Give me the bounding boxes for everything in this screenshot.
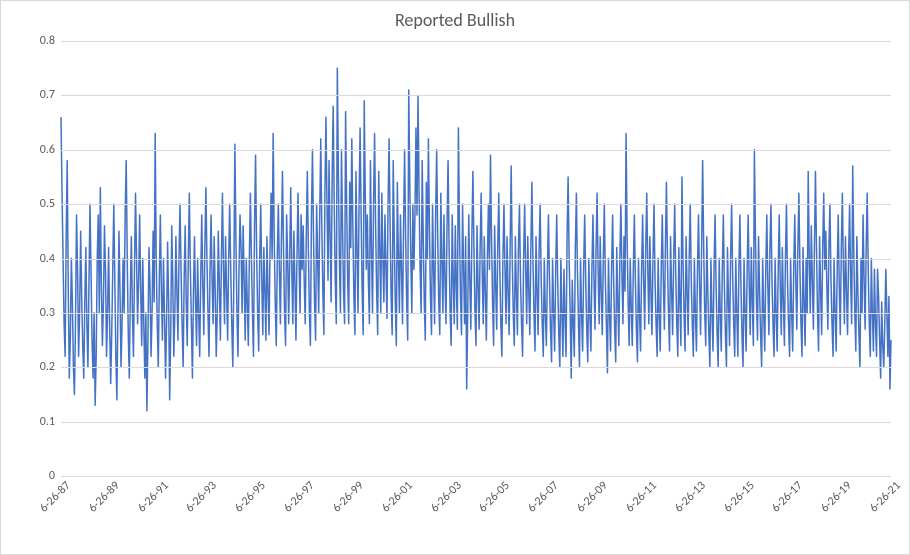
y-tick-label: 0.2: [40, 360, 61, 374]
x-tick-label: 6-26-99: [327, 476, 366, 515]
x-tick-label: 6-26-11: [620, 476, 659, 515]
grid-line: [61, 259, 891, 260]
chart-container: Reported Bullish 00.10.20.30.40.50.60.70…: [0, 0, 910, 555]
x-tick-label: 6-26-15: [718, 476, 757, 515]
x-tick-label: 6-26-95: [230, 476, 269, 515]
y-tick-label: 0.8: [40, 34, 61, 48]
x-tick-label: 6-26-97: [278, 476, 317, 515]
y-tick-label: 0.3: [40, 306, 61, 320]
y-tick-label: 0.7: [40, 88, 61, 102]
x-tick-label: 6-26-93: [181, 476, 220, 515]
x-tick-label: 6-26-87: [34, 476, 73, 515]
x-tick-label: 6-26-05: [474, 476, 513, 515]
x-tick-label: 6-26-17: [767, 476, 806, 515]
y-tick-label: 0.4: [40, 252, 61, 266]
x-tick-label: 6-26-07: [523, 476, 562, 515]
x-tick-label: 6-26-09: [571, 476, 610, 515]
x-tick-label: 6-26-13: [669, 476, 708, 515]
y-tick-label: 0.6: [40, 143, 61, 157]
x-tick-label: 6-26-19: [815, 476, 854, 515]
grid-line: [61, 367, 891, 368]
x-tick-label: 6-26-01: [376, 476, 415, 515]
grid-line: [61, 476, 891, 477]
x-tick-label: 6-26-91: [132, 476, 171, 515]
grid-line: [61, 41, 891, 42]
chart-title: Reported Bullish: [1, 9, 909, 31]
plot-area: 00.10.20.30.40.50.60.70.86-26-876-26-896…: [61, 41, 891, 476]
data-line: [61, 68, 891, 411]
y-tick-label: 0.1: [40, 415, 61, 429]
x-tick-label: 6-26-21: [864, 476, 903, 515]
grid-line: [61, 313, 891, 314]
x-tick-label: 6-26-89: [83, 476, 122, 515]
grid-line: [61, 150, 891, 151]
y-tick-label: 0.5: [40, 197, 61, 211]
grid-line: [61, 95, 891, 96]
grid-line: [61, 204, 891, 205]
grid-line: [61, 422, 891, 423]
x-tick-label: 6-26-03: [425, 476, 464, 515]
